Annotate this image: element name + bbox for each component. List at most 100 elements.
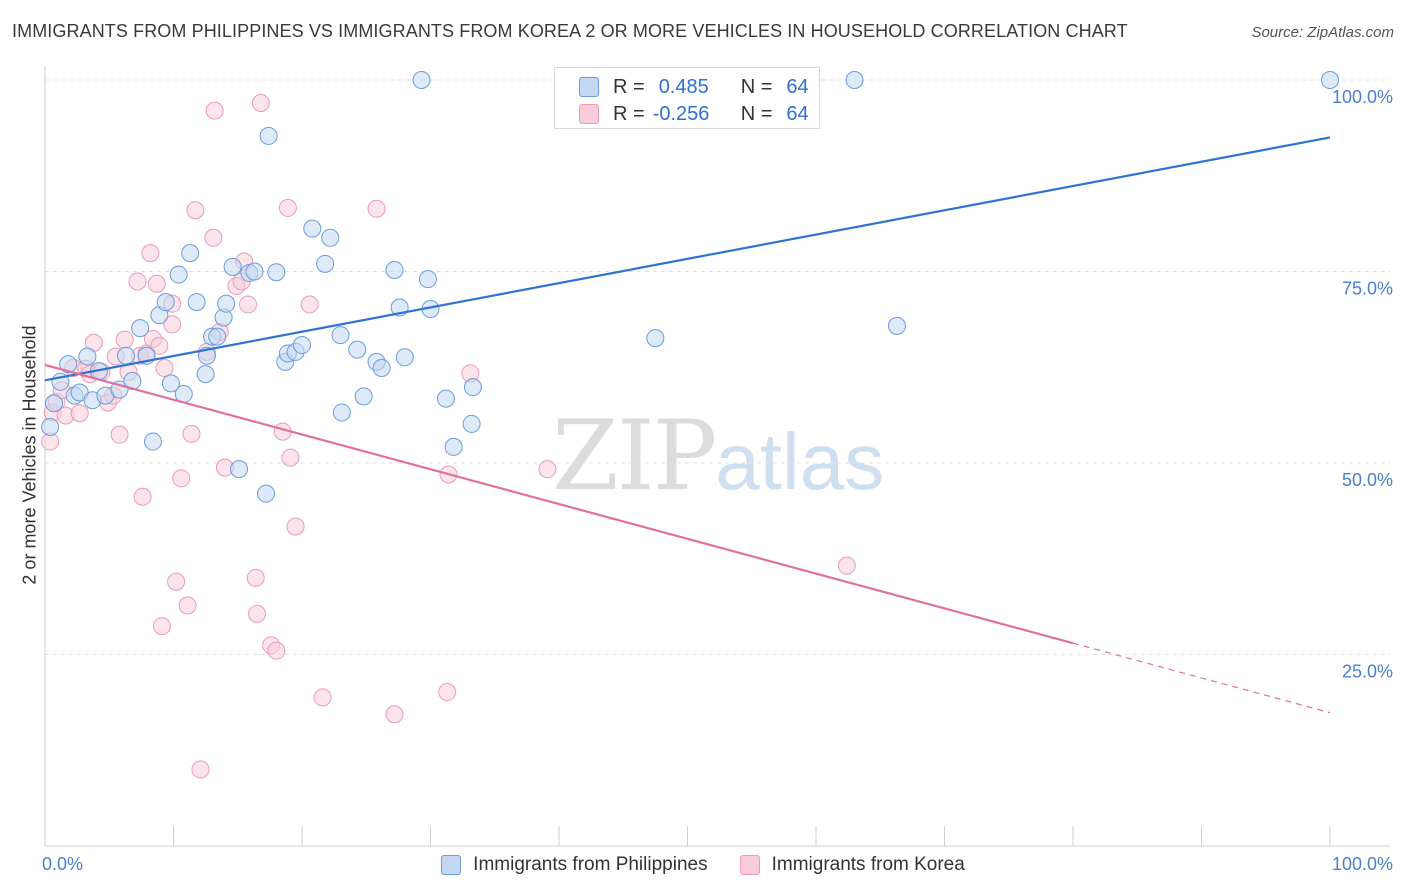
korea-point	[251, 93, 270, 112]
chart-title: IMMIGRANTS FROM PHILIPPINES VS IMMIGRANT…	[12, 21, 1128, 41]
philippines-point	[196, 365, 215, 384]
philippines-point	[208, 327, 227, 346]
n-label: N =	[740, 75, 773, 98]
korea-point	[246, 568, 265, 587]
philippines-point	[44, 394, 63, 413]
korea-point	[167, 572, 186, 591]
philippines-point	[217, 294, 236, 313]
x-tick-label-min: 0.0%	[42, 854, 83, 874]
philippines-point	[444, 437, 463, 456]
n-value-philippines: 64	[786, 75, 809, 98]
korea-point	[155, 359, 174, 378]
philippines-point	[78, 347, 97, 366]
korea-point	[538, 460, 557, 479]
philippines-point	[230, 460, 249, 479]
korea-point	[205, 101, 224, 120]
philippines-point	[354, 387, 373, 406]
philippines-point	[41, 417, 60, 436]
philippines-point	[116, 346, 135, 365]
tick-labels: 25.0% 50.0% 75.0% 100.0% 0.0% 100.0%	[42, 87, 1393, 874]
korea-point	[837, 556, 856, 575]
korea-point	[141, 244, 160, 263]
philippines-point	[143, 432, 162, 451]
philippines-point	[372, 359, 391, 378]
korea-point	[239, 295, 258, 314]
axes	[44, 66, 1390, 847]
korea-point	[172, 469, 191, 488]
philippines-point	[845, 71, 864, 89]
korea-point	[128, 272, 147, 291]
korea-point	[152, 617, 171, 636]
r-value-philippines: 0.485	[658, 75, 709, 98]
watermark-zip: ZIP	[552, 400, 717, 512]
x-tick-label-max: 100.0%	[1332, 854, 1393, 874]
korea-trend-line	[44, 363, 1074, 645]
philippines-point	[348, 340, 367, 359]
series-legend: Immigrants from Philippines Immigrants f…	[0, 850, 1406, 880]
philippines-point	[303, 219, 322, 238]
philippines-point	[245, 262, 264, 281]
korea-point	[438, 683, 457, 702]
philippines-point	[331, 326, 350, 345]
korea-point	[278, 198, 297, 217]
r-label: R =	[613, 102, 645, 125]
philippines-swatch	[579, 77, 599, 97]
philippines-point	[385, 260, 404, 279]
korea-points	[41, 93, 856, 779]
philippines-point	[267, 263, 286, 282]
legend-row-korea: R = -0.256 N = 64	[579, 101, 809, 127]
y-tick-label: 75.0%	[1342, 279, 1393, 299]
r-label: R =	[613, 75, 645, 98]
philippines-point	[257, 484, 276, 503]
philippines-point	[887, 316, 906, 335]
korea-point	[182, 424, 201, 443]
philippines-point	[418, 270, 437, 289]
philippines-point	[332, 403, 351, 422]
philippines-point	[293, 336, 311, 355]
philippines-point	[181, 244, 200, 263]
korea-point	[204, 228, 223, 247]
philippines-point	[463, 378, 482, 397]
source-credit: Source: ZipAtlas.com	[1251, 24, 1394, 41]
korea-point	[281, 448, 300, 467]
korea-point	[248, 604, 267, 623]
watermark: ZIPatlas	[552, 400, 884, 512]
y-tick-label: 100.0%	[1332, 87, 1393, 107]
korea-point	[367, 199, 386, 218]
r-value-korea: -0.256	[652, 102, 710, 125]
philippines-point	[161, 374, 180, 393]
philippines-point	[223, 257, 242, 276]
legend-item-korea[interactable]: Immigrants from Korea	[739, 854, 965, 876]
philippines-trend-line	[44, 136, 1331, 382]
korea-swatch	[739, 855, 760, 875]
gridlines	[45, 79, 1390, 655]
philippines-point	[412, 71, 431, 89]
philippines-point	[462, 414, 481, 433]
korea-point	[300, 295, 319, 314]
philippines-point	[1321, 71, 1339, 89]
philippines-point	[316, 254, 335, 273]
korea-trend-extension	[1072, 642, 1331, 714]
y-tick-label: 50.0%	[1342, 470, 1393, 490]
philippines-point	[321, 228, 340, 247]
correlation-legend: R = 0.485 N = 64 R = -0.256 N = 64	[554, 67, 820, 129]
y-axis-label: 2 or more Vehicles in Household	[19, 325, 40, 585]
philippines-point	[59, 355, 78, 374]
korea-point	[191, 760, 210, 779]
philippines-point	[131, 319, 150, 338]
korea-swatch	[579, 104, 599, 124]
philippines-point	[646, 329, 665, 348]
korea-point	[133, 487, 152, 506]
n-value-korea: 64	[786, 102, 809, 125]
philippines-point	[259, 126, 278, 145]
legend-row-philippines: R = 0.485 N = 64	[579, 74, 809, 100]
korea-point	[147, 274, 166, 293]
trend-lines	[44, 136, 1331, 714]
korea-point	[313, 688, 332, 707]
legend-item-philippines[interactable]: Immigrants from Philippines	[441, 854, 708, 876]
philippines-point	[436, 389, 455, 408]
n-label: N =	[740, 102, 773, 125]
korea-point	[150, 336, 169, 355]
korea-point	[70, 404, 89, 423]
